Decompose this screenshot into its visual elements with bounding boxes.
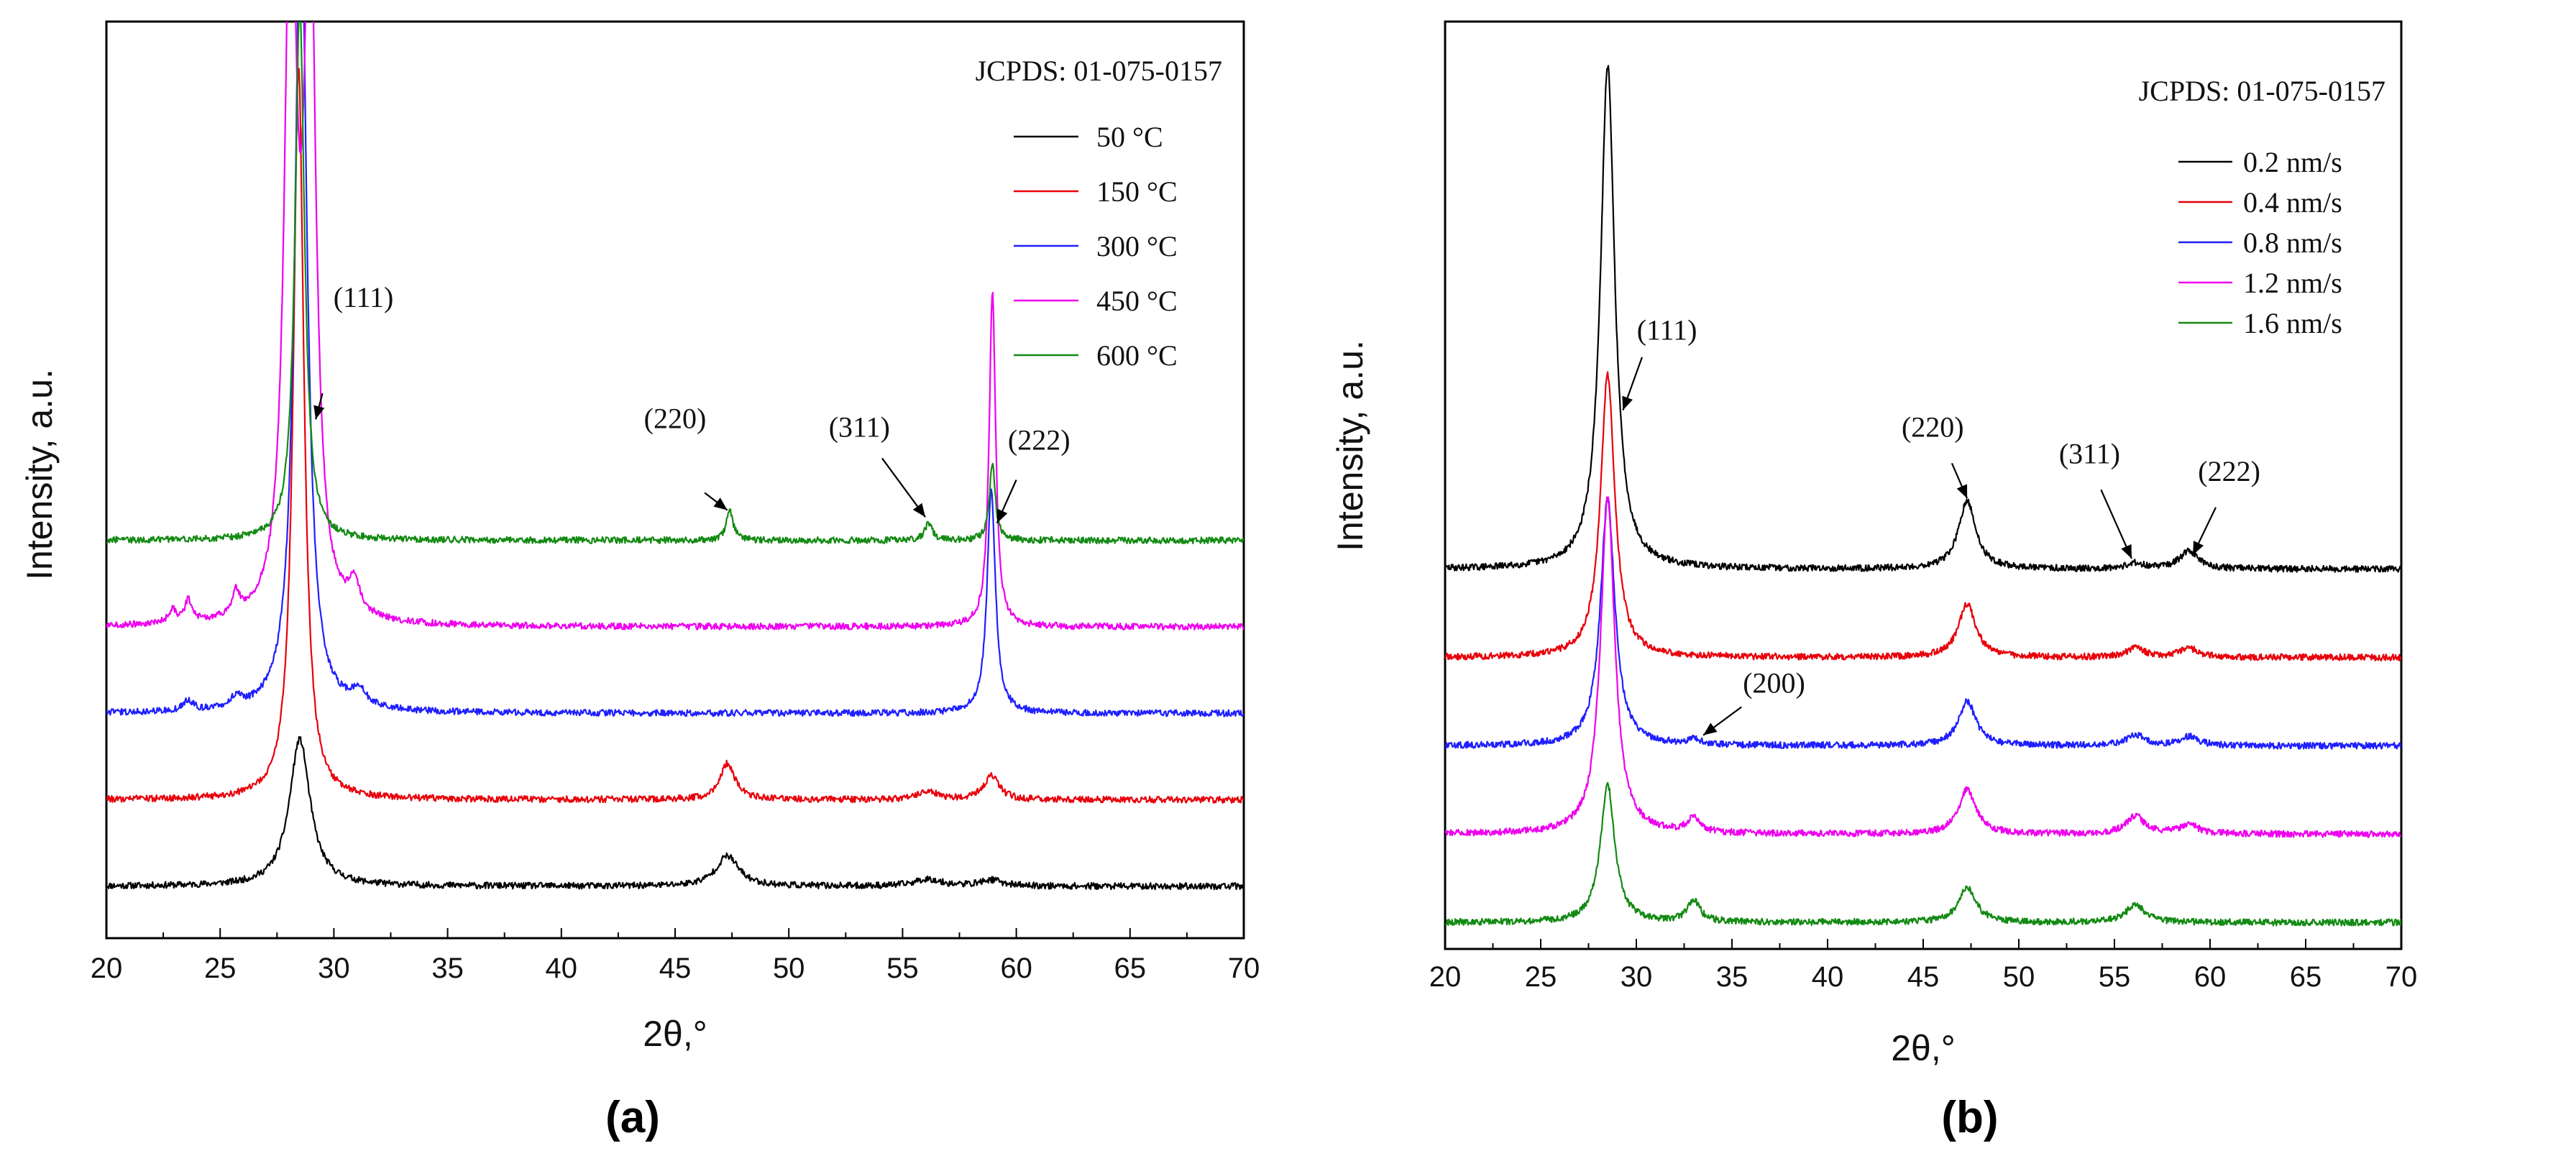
peak-label: (311): [2059, 437, 2120, 469]
reference-label: JCPDS: 01-075-0157: [976, 55, 1222, 87]
legend: 50 °C 150 °C 300 °C 450 °C 600 °C: [1014, 121, 1178, 372]
series-line: [1445, 496, 2401, 838]
panel-label: (a): [605, 1093, 660, 1142]
peak-arrowhead: [996, 508, 1008, 523]
x-tick-label: 35: [1716, 961, 1748, 993]
x-tick-label: 65: [1114, 953, 1147, 984]
legend-label: 450 °C: [1096, 285, 1178, 317]
peak-label: (111): [334, 281, 394, 313]
peak-arrowhead: [1703, 722, 1718, 735]
y-axis-title: Intensity, a.u.: [19, 369, 60, 580]
series-line: [1445, 65, 2401, 573]
x-tick-label: 45: [659, 953, 692, 984]
x-tick-label: 40: [1812, 961, 1844, 993]
x-axis: 20 25 30 35 40 45 50 55 60 65 70: [1429, 939, 2418, 993]
series-line: [1445, 371, 2401, 661]
peak-arrowhead: [1956, 484, 1968, 499]
peak-arrowhead: [912, 503, 926, 518]
reference-label: JCPDS: 01-075-0157: [2139, 75, 2385, 107]
peak-arrowhead: [1622, 395, 1633, 410]
x-tick-label: 55: [886, 953, 919, 984]
peak-label: (111): [1637, 313, 1697, 346]
x-tick-label: 70: [1228, 953, 1260, 984]
series-line: [106, 735, 1244, 891]
legend-label: 600 °C: [1096, 339, 1178, 372]
x-tick-label: 45: [1907, 961, 1940, 993]
x-tick-label: 20: [1429, 961, 1462, 993]
series-line: [106, 22, 1244, 630]
x-tick-label: 25: [1525, 961, 1557, 993]
peak-label: (311): [829, 410, 890, 443]
x-tick-label: 20: [91, 953, 123, 984]
peak-arrowhead: [313, 405, 325, 420]
y-axis-title: Intensity, a.u.: [1330, 340, 1370, 551]
peak-label: (222): [2198, 455, 2260, 487]
series-line: [1445, 781, 2401, 927]
legend: 0.2 nm/s 0.4 nm/s 0.8 nm/s 1.2 nm/s 1.6 nm/s: [2178, 146, 2342, 339]
chart-panel-a: 20 25 30 35 40 45 50 55 60 65 70 (111) (220) (311) (2…: [19, 20, 1260, 1142]
series-line: [106, 22, 1244, 545]
chart-panel-b: 20 25 30 35 40 45 50 55 60 65 70 (111) (220) (311) (2…: [1330, 20, 2418, 1142]
series-line: [1445, 496, 2401, 750]
legend-label: 0.8 nm/s: [2243, 226, 2342, 259]
peak-label: (220): [644, 402, 707, 434]
peak-arrowhead: [2121, 543, 2132, 559]
x-tick-label: 25: [204, 953, 237, 984]
x-axis-title: 2θ,°: [643, 1014, 707, 1054]
x-tick-label: 50: [773, 953, 805, 984]
x-tick-label: 60: [2194, 961, 2227, 993]
x-tick-label: 70: [2385, 961, 2418, 993]
x-tick-label: 65: [2290, 961, 2322, 993]
legend-label: 150 °C: [1096, 175, 1178, 208]
x-tick-label: 50: [2003, 961, 2035, 993]
legend-label: 0.2 nm/s: [2243, 146, 2342, 178]
legend-label: 1.2 nm/s: [2243, 267, 2342, 299]
legend-label: 0.4 nm/s: [2243, 186, 2342, 219]
x-axis-title: 2θ,°: [1891, 1028, 1956, 1068]
x-tick-label: 60: [1000, 953, 1032, 984]
x-tick-label: 40: [546, 953, 578, 984]
x-tick-label: 30: [318, 953, 350, 984]
panel-label: (b): [1941, 1093, 1998, 1142]
legend-label: 1.6 nm/s: [2243, 307, 2342, 339]
series-layer: [1445, 65, 2401, 927]
series-layer: [106, 22, 1244, 891]
annotation-layer: (111) (220) (311) (222): [313, 281, 1071, 524]
x-axis: 20 25 30 35 40 45 50 55 60 65 70: [91, 928, 1260, 984]
series-line: [106, 22, 1244, 717]
x-tick-label: 30: [1621, 961, 1653, 993]
x-tick-label: 55: [2099, 961, 2131, 993]
peak-label: (220): [1902, 410, 1964, 443]
annotation-layer: (111) (220) (311) (222) (200): [1622, 313, 2260, 736]
peak-arrowhead: [713, 497, 728, 510]
legend-label: 50 °C: [1096, 121, 1163, 153]
peak-label: (222): [1008, 423, 1071, 456]
peak-arrowhead: [2193, 541, 2204, 556]
x-tick-label: 35: [431, 953, 464, 984]
peak-label: (200): [1743, 667, 1805, 699]
legend-label: 300 °C: [1096, 230, 1178, 262]
